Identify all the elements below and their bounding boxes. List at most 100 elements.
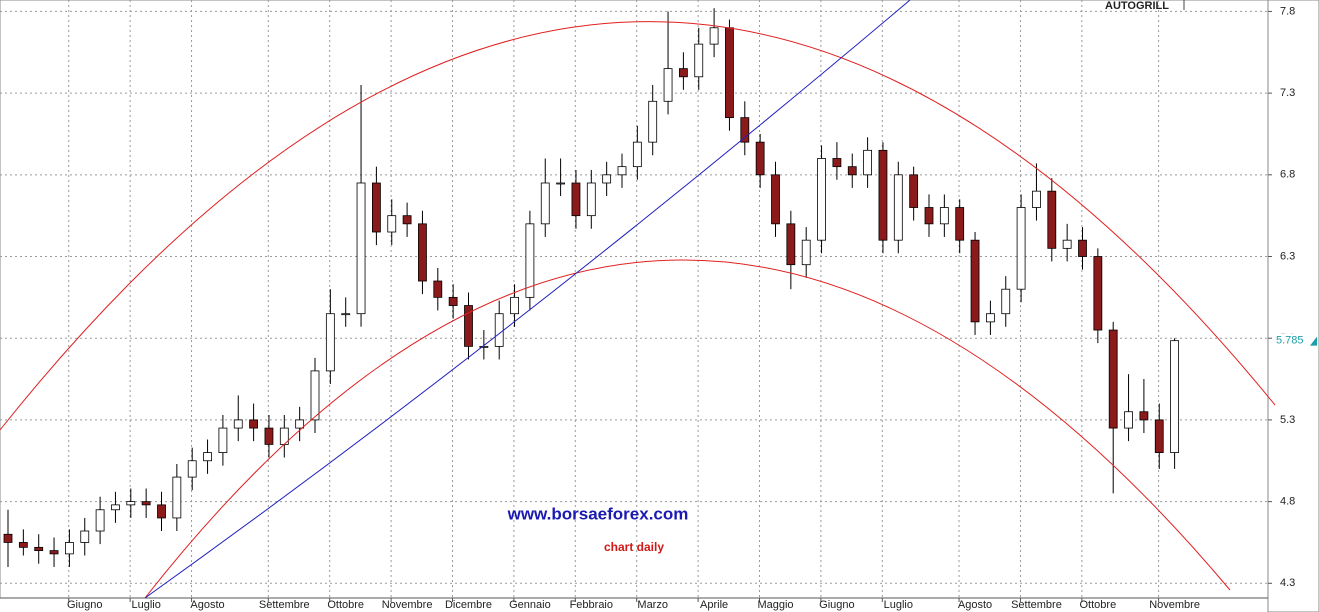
x-tick-label: Novembre (382, 599, 433, 611)
x-tick-label: Giugno (819, 599, 854, 611)
candle-body (832, 158, 842, 168)
candle-body (1124, 411, 1133, 429)
candle-body (172, 476, 182, 519)
candle-body (418, 223, 427, 282)
x-tick-label: Luglio (131, 599, 160, 611)
candle-body (801, 239, 811, 266)
x-tick-label: Febbraio (570, 599, 613, 611)
candle-body (510, 296, 519, 315)
y-tick-label: 4.8 (1280, 496, 1295, 508)
candle-body (663, 68, 673, 102)
candle-body (970, 239, 980, 323)
candle-body (771, 174, 780, 225)
upper-arc (0, 21, 1276, 431)
candle-body (18, 542, 28, 548)
candle-body (141, 501, 151, 506)
candle-body (909, 174, 919, 208)
x-tick-label: Settembre (259, 599, 310, 611)
candle-body (95, 509, 105, 532)
chart-title: AUTOGRILL (1105, 0, 1169, 12)
candle-body (924, 207, 934, 225)
candle-body (679, 68, 688, 78)
candle-body (1139, 411, 1149, 421)
candle-body (325, 313, 335, 372)
candle-body (725, 27, 734, 119)
candle-body (817, 158, 826, 241)
candle-body (433, 280, 443, 298)
candle-body (448, 296, 458, 306)
x-tick-label: Gennaio (509, 599, 551, 611)
candle-body (1108, 329, 1118, 429)
last-price-marker (1310, 336, 1317, 346)
candle-body (986, 313, 995, 323)
candle-body (525, 223, 535, 298)
candle-body (617, 166, 627, 176)
axis: 4.34.85.35.86.36.87.37.8GiugnoLuglioAgos… (67, 5, 1317, 611)
x-tick-label: Dicembre (445, 599, 492, 611)
candle-body (1032, 190, 1041, 208)
x-tick-label: Marzo (637, 599, 668, 611)
price-axis-panel (1267, 0, 1319, 612)
candle-body (1093, 256, 1103, 331)
x-tick-label: Giugno (67, 599, 102, 611)
candle-body (1062, 239, 1072, 249)
candle-body (586, 182, 596, 217)
candle-body (49, 550, 59, 555)
x-tick-label: Agosto (190, 599, 224, 611)
x-tick-label: Agosto (958, 599, 992, 611)
candle-body (233, 419, 243, 429)
x-tick-label: Novembre (1149, 599, 1200, 611)
candle-body (556, 182, 565, 185)
candle-body (1001, 288, 1011, 315)
candle-body (126, 501, 136, 506)
candle-body (955, 207, 965, 241)
candle-body (494, 313, 504, 347)
candle-body (111, 504, 120, 511)
candle-body (540, 182, 550, 225)
candle-body (1170, 340, 1179, 453)
candle-body (863, 149, 872, 176)
candle-body (402, 215, 412, 225)
watermark: www.borsaeforex.com (507, 504, 689, 523)
candle-body (648, 100, 658, 143)
y-tick-label: 7.3 (1280, 87, 1295, 99)
candle-body (1154, 419, 1164, 453)
candle-body (264, 427, 274, 445)
x-tick-label: Ottobre (1080, 599, 1117, 611)
candle-body (295, 419, 305, 429)
trendlines (0, 0, 1276, 599)
candle-body (371, 182, 381, 233)
candle-body (786, 223, 796, 266)
candle-body (755, 141, 765, 176)
candle-body (187, 460, 197, 478)
candle-body (464, 305, 473, 347)
candle-body (157, 504, 166, 519)
lower-arc (144, 259, 1231, 599)
grid (0, 0, 1268, 598)
subtitle: chart daily (604, 540, 664, 554)
plot-area (0, 0, 1269, 599)
candle-body (65, 542, 74, 555)
candle-body (387, 215, 397, 233)
y-tick-label: 6.8 (1280, 169, 1295, 181)
candle-body (218, 427, 228, 453)
candle-body (878, 149, 888, 241)
y-tick-label: 6.3 (1280, 250, 1295, 262)
x-tick-label: Maggio (757, 599, 793, 611)
candle-body (1078, 239, 1087, 257)
candle-body (1016, 207, 1026, 290)
candle-body (602, 174, 612, 184)
candle-body (479, 345, 489, 348)
x-tick-label: Ottobre (327, 599, 364, 611)
candle-body (3, 533, 13, 543)
candle-body (203, 452, 212, 462)
candle-body (80, 530, 90, 543)
candle-body (310, 370, 320, 421)
candles (3, 8, 1179, 567)
candle-body (571, 182, 581, 217)
candle-body (249, 419, 259, 429)
last-price-label: 5.785 (1276, 335, 1304, 347)
y-tick-label: 7.8 (1280, 5, 1295, 17)
candle-body (740, 117, 750, 143)
